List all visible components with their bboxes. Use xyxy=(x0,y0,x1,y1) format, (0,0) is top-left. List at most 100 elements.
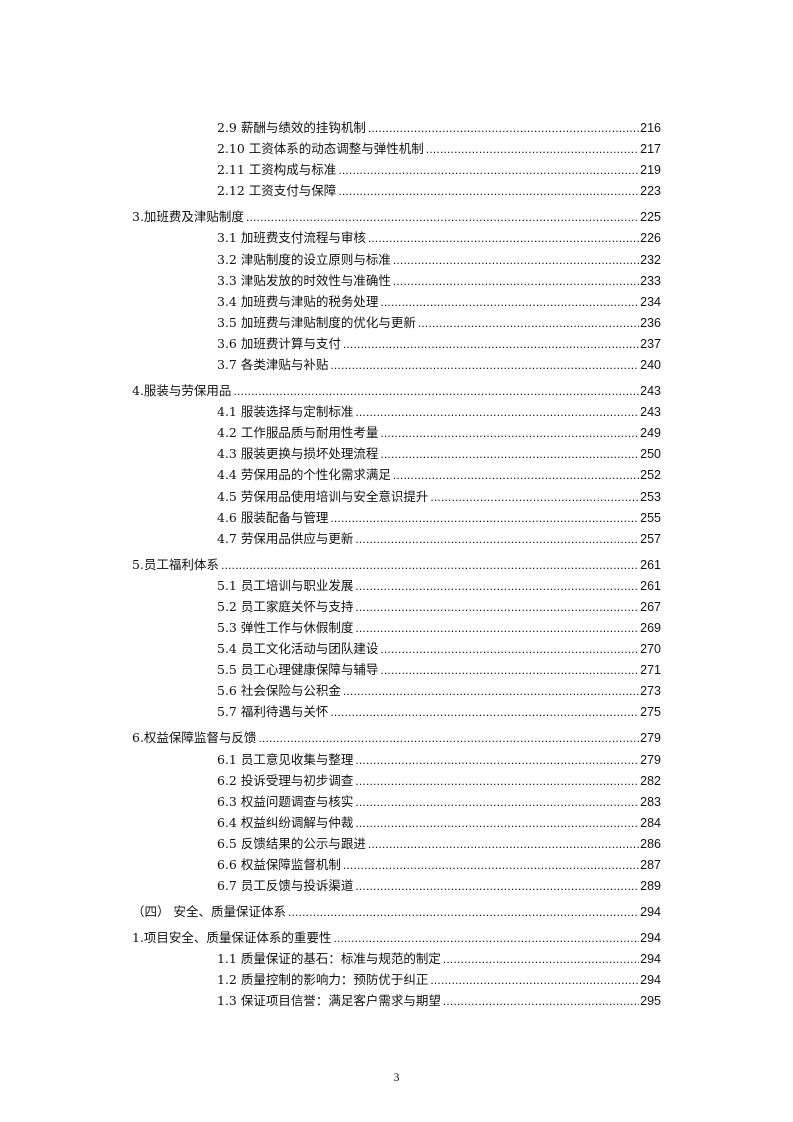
toc-entry[interactable]: 6.1 员工意见收集与整理 279 xyxy=(217,751,661,769)
dot-leader xyxy=(430,488,639,506)
toc-entry-page: 294 xyxy=(640,952,661,967)
toc-entry[interactable]: 2.10 工资体系的动态调整与弹性机制 217 xyxy=(217,140,661,158)
toc-entry-title: 3.2 津贴制度的设立原则与标准 xyxy=(217,251,391,267)
dot-leader xyxy=(380,293,639,311)
toc-entry-title: 6.6 权益保障监督机制 xyxy=(217,857,341,872)
toc-entry[interactable]: 6.4 权益纠纷调解与仲裁 284 xyxy=(217,814,661,832)
toc-entry[interactable]: 1.项目安全、质量保证体系的重要性 294 xyxy=(132,929,661,947)
toc-entry[interactable]: 5.7 福利待遇与关怀 275 xyxy=(217,703,661,721)
toc-entry[interactable]: 6.7 员工反馈与投诉渠道 289 xyxy=(217,877,661,895)
toc-entry[interactable]: 4.5 劳保用品使用培训与安全意识提升 253 xyxy=(217,488,661,506)
toc-entry-title: 4.服装与劳保用品 xyxy=(132,383,232,398)
toc-entry-page: 240 xyxy=(640,358,661,372)
toc-entry-page: 284 xyxy=(640,815,661,830)
dot-leader xyxy=(355,877,639,895)
toc-entry-page: 282 xyxy=(640,773,661,788)
dot-leader xyxy=(288,903,639,921)
dot-leader xyxy=(380,661,639,679)
toc-entry[interactable]: 3.5 加班费与津贴制度的优化与更新 236 xyxy=(217,314,661,332)
dot-leader xyxy=(430,971,639,989)
toc-entry[interactable]: 5.4 员工文化活动与团队建设 270 xyxy=(217,640,661,658)
toc-entry[interactable]: 1.3 保证项目信誉：满足客户需求与期望 295 xyxy=(217,992,661,1010)
toc-entry[interactable]: 4.7 劳保用品供应与更新 257 xyxy=(217,530,661,548)
dot-leader xyxy=(330,703,639,721)
toc-entry-title: 6.5 反馈结果的公示与跟进 xyxy=(217,835,366,851)
dot-leader xyxy=(333,929,639,947)
toc-entry-title: 4.2 工作服品质与耐用性考量 xyxy=(217,425,379,441)
dot-leader xyxy=(368,229,639,247)
toc-entry[interactable]: 3.2 津贴制度的设立原则与标准 232 xyxy=(217,251,661,269)
toc-entry[interactable]: 6.5 反馈结果的公示与跟进 286 xyxy=(217,835,661,853)
toc-entry-title: 5.2 员工家庭关怀与支持 xyxy=(217,598,354,614)
dot-leader xyxy=(330,356,639,374)
toc-entry[interactable]: 2.12 工资支付与保障 223 xyxy=(217,182,661,200)
toc-entry-page: 257 xyxy=(640,531,661,546)
toc-entry[interactable]: 3.1 加班费支付流程与审核 226 xyxy=(217,229,661,247)
toc-entry[interactable]: 6.2 投诉受理与初步调查 282 xyxy=(217,772,661,790)
toc-entry-page: 250 xyxy=(640,447,661,462)
toc-entry[interactable]: 4.3 服装更换与损坏处理流程 250 xyxy=(217,445,661,463)
toc-entry[interactable]: 3.7 各类津贴与补贴 240 xyxy=(217,356,661,374)
dot-leader xyxy=(368,835,639,853)
toc-entry-page: 279 xyxy=(640,752,661,767)
toc-entry-page: 216 xyxy=(640,121,661,135)
dot-leader xyxy=(258,729,639,747)
dot-leader xyxy=(443,992,639,1010)
toc-entry[interactable]: 6.3 权益问题调查与核实 283 xyxy=(217,793,661,811)
toc-entry-title: 1.2 质量控制的影响力：预防优于纠正 xyxy=(217,972,429,988)
toc-entry-title: 1.1 质量保证的基石：标准与规范的制定 xyxy=(217,951,441,967)
toc-entry-page: 233 xyxy=(640,273,661,288)
toc-entry-title: 1.项目安全、质量保证体系的重要性 xyxy=(132,930,332,946)
toc-entry[interactable]: 5.6 社会保险与公积金 273 xyxy=(217,682,661,700)
toc-entry[interactable]: 5.3 弹性工作与休假制度 269 xyxy=(217,619,661,637)
toc-entry[interactable]: 4.1 服装选择与定制标准 243 xyxy=(217,403,661,421)
toc-entry-title: 5.7 福利待遇与关怀 xyxy=(217,704,329,720)
toc-entry-page: 234 xyxy=(640,294,661,309)
toc-entry[interactable]: 2.11 工资构成与标准 219 xyxy=(217,161,661,179)
toc-entry-page: 219 xyxy=(640,163,661,178)
page-number: 3 xyxy=(393,1070,400,1084)
toc-entry-title: 2.11 工资构成与标准 xyxy=(217,162,337,178)
toc-entry-page: 253 xyxy=(640,489,661,504)
toc-entry[interactable]: 1.2 质量控制的影响力：预防优于纠正 294 xyxy=(217,971,661,989)
toc-entry-page: 269 xyxy=(640,621,661,635)
toc-entry-page: 232 xyxy=(640,252,661,267)
dot-leader xyxy=(355,793,639,811)
toc-entry-title: 3.4 加班费与津贴的税务处理 xyxy=(217,293,379,309)
toc-entry[interactable]: 5.1 员工培训与职业发展 261 xyxy=(217,577,661,595)
toc-entry[interactable]: （四） 安全、质量保证体系 294 xyxy=(132,903,661,921)
toc-entry-title: 5.6 社会保险与公积金 xyxy=(217,683,341,699)
toc-entry[interactable]: 5.2 员工家庭关怀与支持 267 xyxy=(217,598,661,616)
toc-entry[interactable]: 6.6 权益保障监督机制 287 xyxy=(217,856,661,874)
dot-leader xyxy=(338,182,639,200)
toc-entry[interactable]: 4.4 劳保用品的个性化需求满足 252 xyxy=(217,466,661,484)
toc-entry[interactable]: 5.5 员工心理健康保障与辅导 271 xyxy=(217,661,661,679)
toc-entry[interactable]: 3.6 加班费计算与支付 237 xyxy=(217,335,661,353)
toc-entry-page: 223 xyxy=(640,184,661,199)
toc-entry[interactable]: 4.服装与劳保用品 243 xyxy=(132,382,661,400)
toc-entry[interactable]: 4.6 服装配备与管理 255 xyxy=(217,509,661,527)
toc-entry[interactable]: 2.9 薪酬与绩效的挂钩机制 216 xyxy=(217,119,661,137)
toc-entry-title: 3.5 加班费与津贴制度的优化与更新 xyxy=(217,314,416,330)
toc-entry-title: 1.3 保证项目信誉：满足客户需求与期望 xyxy=(217,993,441,1009)
toc-entry[interactable]: 1.1 质量保证的基石：标准与规范的制定 294 xyxy=(217,950,661,968)
toc-entry-page: 273 xyxy=(640,684,661,699)
toc-entry-page: 267 xyxy=(640,599,661,614)
dot-leader xyxy=(355,530,639,548)
toc-entry-page: 295 xyxy=(640,994,661,1009)
toc-entry[interactable]: 4.2 工作服品质与耐用性考量 249 xyxy=(217,424,661,442)
toc-entry[interactable]: 5.员工福利体系 261 xyxy=(132,556,661,574)
toc-entry-title: （四） 安全、质量保证体系 xyxy=(132,904,286,920)
toc-entry[interactable]: 6.权益保障监督与反馈 279 xyxy=(132,729,661,747)
toc-entry[interactable]: 3.3 津贴发放的时效性与准确性 233 xyxy=(217,272,661,290)
toc-entry-title: 6.2 投诉受理与初步调查 xyxy=(217,772,354,788)
dot-leader xyxy=(418,314,639,332)
toc-entry-title: 5.3 弹性工作与休假制度 xyxy=(217,620,354,635)
toc-entry-page: 286 xyxy=(640,836,661,851)
toc-entry-page: 252 xyxy=(640,468,661,483)
toc-entry[interactable]: 3.加班费及津贴制度 225 xyxy=(132,208,661,226)
toc-entry-page: 283 xyxy=(640,794,661,809)
toc-entry-page: 243 xyxy=(640,405,661,420)
dot-leader xyxy=(338,161,639,179)
toc-entry[interactable]: 3.4 加班费与津贴的税务处理 234 xyxy=(217,293,661,311)
